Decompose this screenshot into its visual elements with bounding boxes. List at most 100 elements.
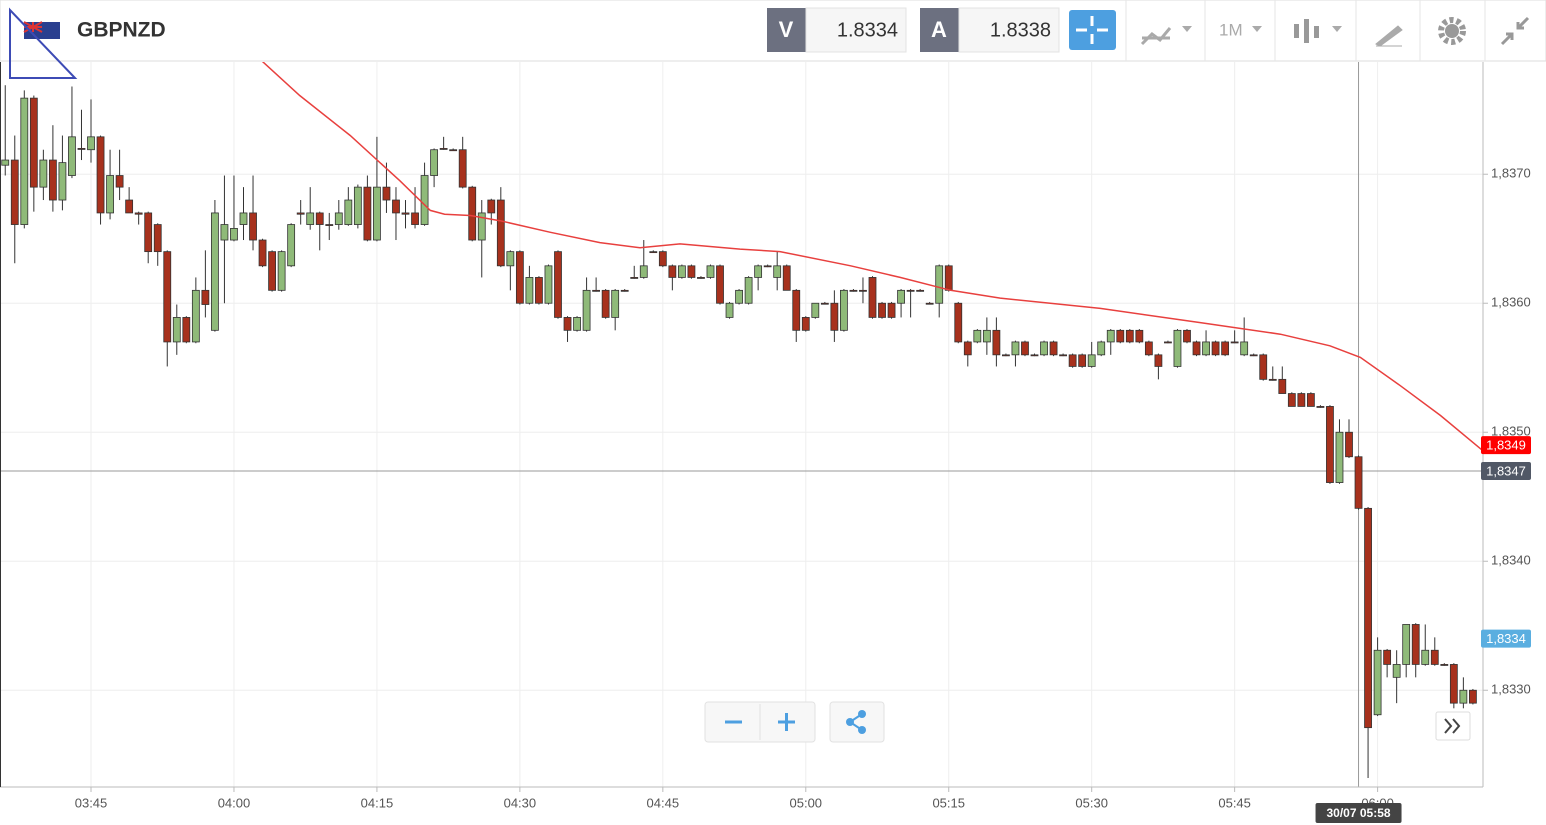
caret: [1252, 26, 1262, 32]
candle-body: [868, 277, 877, 318]
crosshair-y-label: 1,8347: [1486, 463, 1526, 478]
zoom-controls: [704, 701, 1471, 743]
candle-body: [1068, 354, 1077, 367]
candle-body: [1135, 329, 1144, 343]
scroll-end-button[interactable]: [1435, 711, 1471, 741]
candle-body: [29, 97, 38, 188]
candle-body: [601, 289, 610, 318]
draw-icon[interactable]: [1375, 25, 1403, 47]
candle-body: [878, 302, 886, 318]
candle-body: [782, 265, 791, 291]
sell-button[interactable]: [767, 8, 806, 52]
candle-body: [811, 302, 820, 318]
candle-body: [515, 251, 524, 304]
settings-icon[interactable]: [1438, 17, 1466, 45]
candle-body: [106, 175, 114, 214]
candle-body: [1278, 378, 1287, 394]
candle-body: [687, 265, 696, 278]
x-tick-label: 05:30: [1075, 795, 1108, 810]
crosshair-x-tag: [1315, 803, 1402, 823]
candle-body: [125, 199, 134, 214]
candle-body: [639, 265, 648, 278]
candle-body: [1354, 456, 1363, 509]
candle-body: [1459, 689, 1468, 704]
candle-body: [201, 289, 210, 305]
candle-body: [334, 212, 343, 225]
candle-body: [182, 317, 191, 343]
candle-body: [1259, 354, 1268, 380]
flag-cross: [23, 21, 43, 33]
candle-body: [191, 289, 200, 343]
candle-body: [1411, 624, 1420, 665]
candle-body: [373, 186, 381, 241]
moving-average: [261, 62, 1483, 451]
x-tick-label: 04:15: [361, 795, 394, 810]
toolbar: GBPNZD V 1.8334 A 1.8338 1M: [0, 0, 1546, 79]
buy-price-box[interactable]: [958, 7, 1060, 53]
candle-body: [1202, 341, 1210, 356]
candle-body: [382, 186, 391, 201]
x-tick-label: 04:00: [218, 795, 251, 810]
candle-body: [1011, 341, 1020, 356]
candle-body: [411, 212, 419, 225]
candle-body: [306, 212, 315, 225]
candles-icon[interactable]: [1294, 19, 1319, 43]
candle-body: [582, 289, 591, 331]
candle-body: [1440, 664, 1449, 666]
candle-body: [1249, 354, 1258, 357]
candle-body: [10, 159, 19, 225]
candle-body: [1287, 393, 1296, 407]
buy-button[interactable]: [920, 8, 959, 52]
y-tick-label: 1,8340: [1491, 553, 1531, 568]
candle-body: [344, 199, 353, 225]
candle-body: [1402, 624, 1411, 665]
fullscreen-icon[interactable]: [1500, 16, 1530, 46]
candle-body: [706, 265, 715, 278]
chart-type-icon[interactable]: [1140, 27, 1172, 46]
timeframe[interactable]: 1M: [1219, 20, 1243, 39]
candle-body: [363, 186, 372, 241]
candle-body: [39, 159, 48, 188]
candle-body: [1125, 329, 1134, 343]
candle-body: [1059, 354, 1067, 357]
candle-body: [1364, 507, 1372, 729]
candle-body: [1421, 649, 1430, 665]
candle-body: [1106, 329, 1115, 343]
scroll-end-icon: [1444, 718, 1461, 734]
candle-body: [1468, 689, 1477, 704]
candle-body: [935, 265, 944, 304]
sell-price-box[interactable]: [805, 7, 907, 53]
candle-body: [1326, 406, 1334, 483]
candle-body: [925, 302, 934, 305]
crosshair-icon: [1076, 16, 1108, 44]
candle-body: [172, 317, 181, 343]
candle-body: [325, 224, 334, 226]
price-tag: [1481, 436, 1531, 455]
buy-label: A: [931, 17, 947, 42]
candle-body: [1173, 329, 1182, 367]
share-lines: [849, 713, 863, 731]
candle-body: [277, 251, 286, 291]
x-tick-label: 05:15: [932, 795, 965, 810]
x-tick-label: 03:45: [75, 795, 108, 810]
sell-price: 1.8334: [837, 19, 898, 41]
candle-body: [1316, 406, 1325, 408]
candle-body: [506, 251, 515, 267]
candle-body: [239, 212, 248, 225]
settings-core: [1445, 24, 1459, 38]
candle-body: [1002, 354, 1010, 357]
candle-body: [401, 212, 410, 215]
crosshair-button[interactable]: [1069, 10, 1116, 50]
candle-body: [944, 265, 953, 291]
price-tag-label: 1,8334: [1486, 631, 1526, 646]
candle-body: [458, 149, 467, 188]
zoom-in[interactable]: [778, 713, 795, 731]
candle-body: [563, 317, 572, 331]
candle-body: [677, 265, 686, 278]
plot-area: [0, 62, 1483, 787]
candle-body: [353, 186, 362, 225]
candle-body: [658, 251, 667, 267]
price-tag: [1481, 629, 1531, 648]
